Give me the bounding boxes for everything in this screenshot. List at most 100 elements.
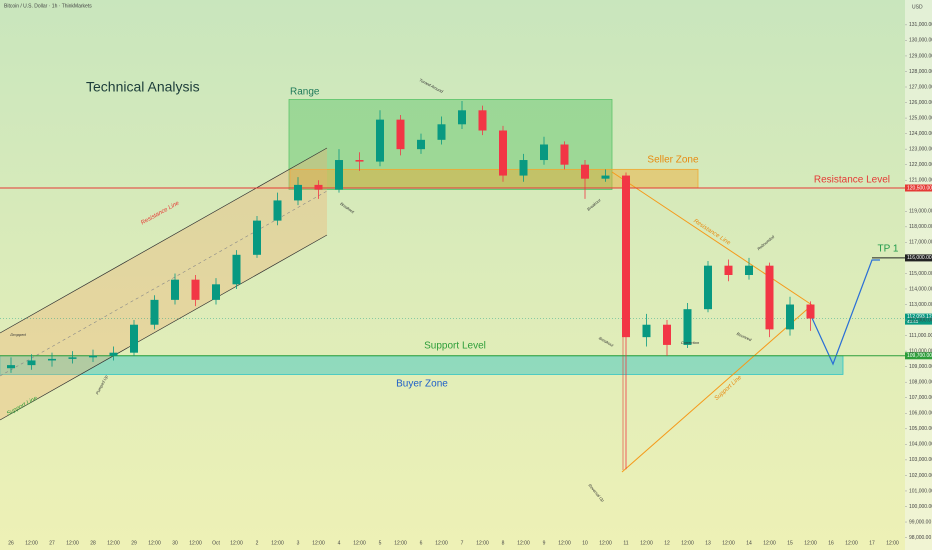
candle-body	[171, 279, 179, 300]
candle-body	[519, 160, 528, 176]
level-tag	[905, 254, 932, 262]
x-tick-label: 9	[543, 540, 546, 546]
x-tick-label: 26	[8, 540, 14, 546]
x-tick-label: 11	[623, 540, 628, 546]
x-tick-label: 28	[90, 540, 96, 546]
x-tick-label: 12:00	[722, 540, 735, 546]
candle-body	[294, 184, 302, 201]
x-tick-label: 15	[787, 540, 793, 546]
x-tick-label: 17	[869, 540, 875, 546]
level-tag-text: 120,500.00	[907, 185, 932, 191]
y-tick-label: 107,000.00	[909, 395, 932, 401]
currency: USD	[912, 4, 923, 10]
level-tag-text: 109,700.00	[907, 353, 932, 359]
x-tick-label: 12:00	[394, 540, 407, 546]
x-tick-label: 12:00	[25, 540, 38, 546]
annotation: Bounced	[736, 331, 753, 343]
x-tick-label: 12:00	[886, 540, 899, 546]
y-tick-label: 128,000.00	[909, 69, 932, 75]
candle-body	[376, 119, 384, 162]
candle-body	[663, 324, 671, 345]
candle-body	[355, 160, 364, 162]
x-tick-label: 2	[256, 540, 259, 546]
candle-body	[478, 110, 487, 131]
y-tick-label: 113,000.00	[909, 302, 932, 308]
candle-body	[417, 139, 425, 150]
candle-body	[437, 124, 446, 140]
candle-body	[765, 265, 774, 330]
y-tick-label: 126,000.00	[909, 100, 932, 106]
y-tick-label: 100,000.00	[909, 504, 932, 510]
y-tick-label: 98,000.00	[909, 535, 931, 541]
x-tick-label: 12:00	[845, 540, 858, 546]
level-tag-text: 116,000.00	[907, 255, 932, 261]
candle-body	[601, 175, 610, 179]
y-tick-label: 99,000.00	[909, 519, 931, 525]
zone-label: Range	[290, 87, 320, 98]
triangle-upper	[611, 171, 813, 306]
level-name: Resistance Level	[814, 175, 890, 186]
x-tick-label: 12:00	[107, 540, 120, 546]
x-tick-label: 12:00	[476, 540, 489, 546]
y-tick-label: 131,000.00	[909, 22, 932, 28]
x-tick-label: 12:00	[640, 540, 653, 546]
candle-body	[273, 200, 282, 221]
candle-body	[212, 284, 220, 300]
last-price-tag	[905, 313, 932, 325]
y-tick-label: 123,000.00	[909, 146, 932, 152]
candle-body	[560, 144, 569, 165]
zone	[0, 355, 844, 375]
x-tick-label: 12:00	[148, 540, 161, 546]
zone-label: Seller Zone	[647, 155, 699, 166]
y-tick-label: 124,000.00	[909, 131, 932, 137]
candle-body	[68, 357, 77, 359]
y-tick-label: 106,000.00	[909, 411, 932, 417]
x-tick-label: 12:00	[763, 540, 776, 546]
zone-label: Buyer Zone	[396, 379, 448, 390]
x-tick-label: 12:00	[435, 540, 448, 546]
candle-body	[253, 220, 261, 255]
candle-body	[704, 265, 712, 310]
y-tick-label: 127,000.00	[909, 84, 932, 90]
y-tick-label: 112,000.00	[909, 317, 932, 323]
x-tick-label: 12	[664, 540, 670, 546]
candle-body	[314, 184, 323, 190]
level-tag	[905, 184, 932, 192]
x-tick-label: 12:00	[681, 540, 694, 546]
x-tick-label: 12:00	[189, 540, 202, 546]
triangle-lower	[621, 304, 813, 473]
candle-body	[745, 265, 753, 275]
level-name: TP 1	[878, 244, 899, 255]
y-tick-label: 102,000.00	[909, 473, 932, 479]
price-axis-panel	[905, 0, 932, 550]
y-tick-label: 118,000.00	[909, 224, 932, 230]
annotation: Dropped	[10, 332, 26, 337]
candle-body	[27, 360, 36, 366]
x-tick-label: 5	[379, 540, 382, 546]
x-tick-label: 12:00	[230, 540, 243, 546]
candle-body	[7, 365, 15, 369]
x-tick-label: 12:00	[312, 540, 325, 546]
channel-lower	[0, 234, 328, 421]
y-tick-label: 110,000.00	[909, 348, 932, 354]
candle-body	[191, 279, 200, 300]
x-tick-label: 12:00	[353, 540, 366, 546]
channel-fill	[0, 148, 327, 420]
level-name: Support Level	[424, 341, 486, 352]
symbol-title: Bitcoin / U.S. Dollar · 1h · ThinkMarket…	[4, 3, 92, 9]
channel-upper	[0, 147, 328, 334]
x-tick-label: 6	[420, 540, 423, 546]
y-tick-label: 104,000.00	[909, 442, 932, 448]
y-tick-label: 115,000.00	[909, 271, 932, 277]
x-tick-label: 8	[502, 540, 505, 546]
candle-body	[540, 144, 548, 161]
y-tick-label: 119,000.00	[909, 209, 932, 215]
zone	[289, 168, 699, 189]
y-tick-label: 125,000.00	[909, 115, 932, 121]
x-tick-label: 27	[49, 540, 55, 546]
candle-body	[89, 355, 97, 358]
x-tick-label: 14	[746, 540, 752, 546]
candle-body	[396, 119, 405, 150]
x-tick-label: 16	[828, 540, 834, 546]
